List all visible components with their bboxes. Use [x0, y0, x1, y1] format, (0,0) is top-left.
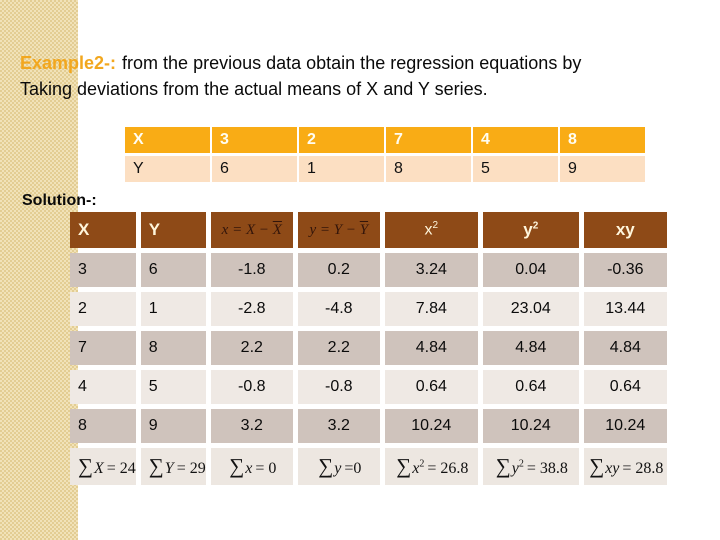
x-value: 3 — [212, 127, 297, 153]
solution-header-row: X Y x = X − X y = Y − Y x2 y2 xy — [70, 212, 667, 248]
cell: 0.64 — [384, 370, 478, 404]
cell: -0.36 — [583, 253, 667, 287]
cell: 3.24 — [384, 253, 478, 287]
header-x-deviation-formula: x = X − X — [210, 212, 293, 248]
y-value: 8 — [386, 156, 471, 182]
y-value: 5 — [473, 156, 558, 182]
table-row: 7 8 2.2 2.2 4.84 4.84 4.84 — [70, 331, 667, 365]
cell: 4 — [70, 370, 136, 404]
x-bar-overline: X — [272, 221, 282, 238]
x-value: 4 — [473, 127, 558, 153]
sum-y-dev: ∑y =0 — [297, 448, 380, 485]
sigma-icon: ∑ — [148, 454, 164, 478]
sigma-icon: ∑ — [78, 454, 93, 478]
cell: 13.44 — [583, 292, 667, 326]
cell: 1 — [140, 292, 206, 326]
cell: 5 — [140, 370, 206, 404]
sum-x: ∑X = 24 — [70, 448, 136, 485]
sigma-icon: ∑ — [318, 454, 334, 478]
slide-title: Example2-: from the previous data obtain … — [20, 50, 690, 102]
table-row: 3 6 -1.8 0.2 3.24 0.04 -0.36 — [70, 253, 667, 287]
cell: 0.64 — [583, 370, 667, 404]
y-value: 6 — [212, 156, 297, 182]
example-label: Example2-: — [20, 53, 117, 73]
header-x-squared: x2 — [384, 212, 478, 248]
sigma-icon: ∑ — [495, 454, 511, 478]
y-value: 1 — [299, 156, 384, 182]
cell: 2 — [70, 292, 136, 326]
cell: 7 — [70, 331, 136, 365]
cell: 4.84 — [482, 331, 579, 365]
y-series-row: Y 6 1 8 5 9 — [125, 156, 645, 182]
cell: 10.24 — [583, 409, 667, 443]
cell: 3 — [70, 253, 136, 287]
cell: 2.2 — [210, 331, 293, 365]
cell: 3.2 — [210, 409, 293, 443]
given-data-table: X 3 2 7 4 8 Y 6 1 8 5 9 — [123, 124, 647, 185]
x-series-row: X 3 2 7 4 8 — [125, 127, 645, 153]
y-bar-overline: Y — [359, 221, 369, 238]
cell: 2.2 — [297, 331, 380, 365]
title-line-2: Taking deviations from the actual means … — [20, 79, 488, 99]
header-xy: xy — [583, 212, 667, 248]
cell: 10.24 — [384, 409, 478, 443]
cell: -4.8 — [297, 292, 380, 326]
x-row-label: X — [125, 127, 210, 153]
sum-xy: ∑xy = 28.8 — [583, 448, 667, 485]
title-line-1: Example2-: from the previous data obtain … — [20, 50, 690, 76]
sum-y-squared: ∑y2 = 38.8 — [482, 448, 579, 485]
sigma-icon: ∑ — [396, 454, 412, 478]
header-y-squared: y2 — [482, 212, 579, 248]
table-row: 8 9 3.2 3.2 10.24 10.24 10.24 — [70, 409, 667, 443]
sum-x-dev: ∑x = 0 — [210, 448, 293, 485]
cell: 9 — [140, 409, 206, 443]
cell: 3.2 — [297, 409, 380, 443]
cell: 0.64 — [482, 370, 579, 404]
cell: -0.8 — [210, 370, 293, 404]
y-row-label: Y — [125, 156, 210, 182]
header-y: Y — [140, 212, 206, 248]
cell: 23.04 — [482, 292, 579, 326]
x-value: 8 — [560, 127, 645, 153]
cell: -2.8 — [210, 292, 293, 326]
solution-label: Solution-: — [22, 192, 97, 209]
cell: -0.8 — [297, 370, 380, 404]
title-text-1: from the previous data obtain the regres… — [122, 53, 582, 73]
header-y-deviation-formula: y = Y − Y — [297, 212, 380, 248]
cell: 8 — [140, 331, 206, 365]
sigma-icon: ∑ — [589, 454, 605, 478]
cell: 0.2 — [297, 253, 380, 287]
totals-row: ∑X = 24 ∑Y = 29 ∑x = 0 ∑y =0 ∑x2 = 26.8 ∑y2 = … — [70, 448, 667, 485]
x-value: 7 — [386, 127, 471, 153]
sum-y: ∑Y = 29 — [140, 448, 206, 485]
solution-table: X Y x = X − X y = Y − Y x2 y2 xy 3 6 -1.… — [65, 207, 672, 490]
sum-x-squared: ∑x2 = 26.8 — [384, 448, 478, 485]
cell: 7.84 — [384, 292, 478, 326]
decorative-texture-strip — [0, 0, 78, 540]
sigma-icon: ∑ — [229, 454, 245, 478]
table-row: 4 5 -0.8 -0.8 0.64 0.64 0.64 — [70, 370, 667, 404]
table-row: 2 1 -2.8 -4.8 7.84 23.04 13.44 — [70, 292, 667, 326]
cell: 6 — [140, 253, 206, 287]
cell: 8 — [70, 409, 136, 443]
cell: 10.24 — [482, 409, 579, 443]
cell: 4.84 — [583, 331, 667, 365]
cell: 4.84 — [384, 331, 478, 365]
header-x: X — [70, 212, 136, 248]
cell: 0.04 — [482, 253, 579, 287]
y-value: 9 — [560, 156, 645, 182]
cell: -1.8 — [210, 253, 293, 287]
x-value: 2 — [299, 127, 384, 153]
